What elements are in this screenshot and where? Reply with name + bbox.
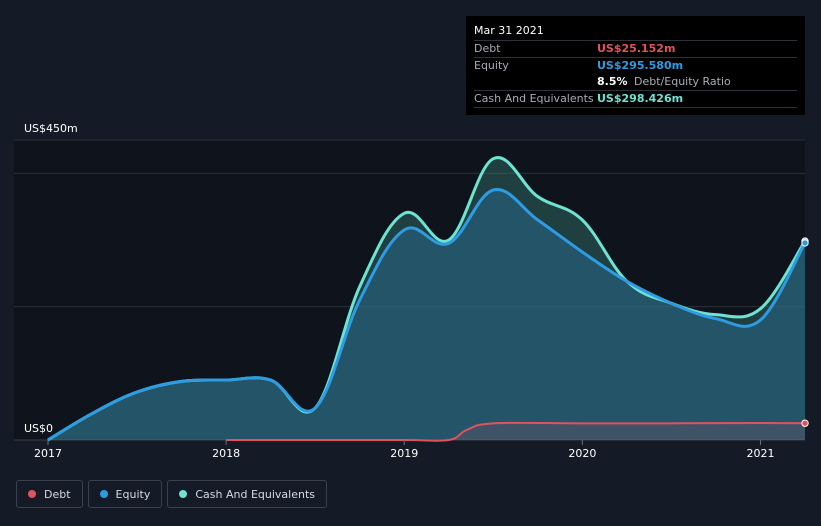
marker-equity	[801, 239, 809, 247]
tooltip-date: Mar 31 2021	[474, 24, 544, 37]
line-debt	[226, 421, 806, 442]
markers	[801, 237, 809, 427]
tooltip-equity-row: Equity US$295.580m	[474, 57, 797, 74]
x-tick-label-2017: 2017	[34, 447, 62, 460]
x-tick-label-2019: 2019	[390, 447, 418, 460]
y-axis-label-bottom: US$0	[24, 422, 53, 435]
areas	[48, 157, 805, 441]
legend-item-debt[interactable]: Debt	[16, 480, 83, 508]
tooltip-ratio-row: 8.5% Debt/Equity Ratio	[474, 74, 797, 90]
legend-equity-label: Equity	[115, 487, 151, 501]
tooltip-debt-value: US$25.152m	[597, 42, 676, 55]
x-tick-label-2021: 2021	[746, 447, 774, 460]
tooltip-cash-value: US$298.426m	[597, 92, 684, 105]
debt-dot-icon	[28, 490, 36, 498]
line-equity	[47, 188, 807, 442]
tooltip-cash-label: Cash And Equivalents	[474, 92, 594, 105]
legend-item-cash[interactable]: Cash And Equivalents	[167, 480, 327, 508]
x-tick-label-2018: 2018	[212, 447, 240, 460]
tooltip: Mar 31 2021 Debt US$25.152m Equity US$29…	[466, 16, 805, 115]
marker-debt	[801, 419, 809, 427]
area-cash-and-equivalents	[48, 157, 805, 440]
tooltip-ratio-value: 8.5%	[597, 75, 628, 88]
x-tick-label-2020: 2020	[568, 447, 596, 460]
area-debt	[226, 422, 805, 441]
cash-dot-icon	[179, 490, 188, 498]
tooltip-equity-label: Equity	[474, 59, 509, 72]
tooltip-ratio-label: Debt/Equity Ratio	[634, 75, 731, 88]
equity-dot-icon	[99, 490, 108, 498]
tooltip-debt-label: Debt	[474, 42, 501, 55]
y-axis-label-top: US$450m	[24, 122, 78, 135]
tooltip-debt-row: Debt US$25.152m	[474, 40, 797, 57]
legend-debt-label: Debt	[44, 487, 71, 501]
tooltip-cash-row: Cash And Equivalents US$298.426m	[474, 90, 797, 108]
legend: Debt Equity Cash And Equivalents	[16, 480, 327, 508]
axis: US$450m US$0 2017 2018 2019 2020 2021	[24, 122, 774, 460]
tooltip-equity-value: US$295.580m	[597, 59, 684, 72]
area-equity	[48, 189, 805, 440]
legend-cash-label: Cash And Equivalents	[195, 487, 315, 501]
lines	[47, 156, 807, 442]
legend-item-equity[interactable]: Equity	[87, 480, 163, 508]
